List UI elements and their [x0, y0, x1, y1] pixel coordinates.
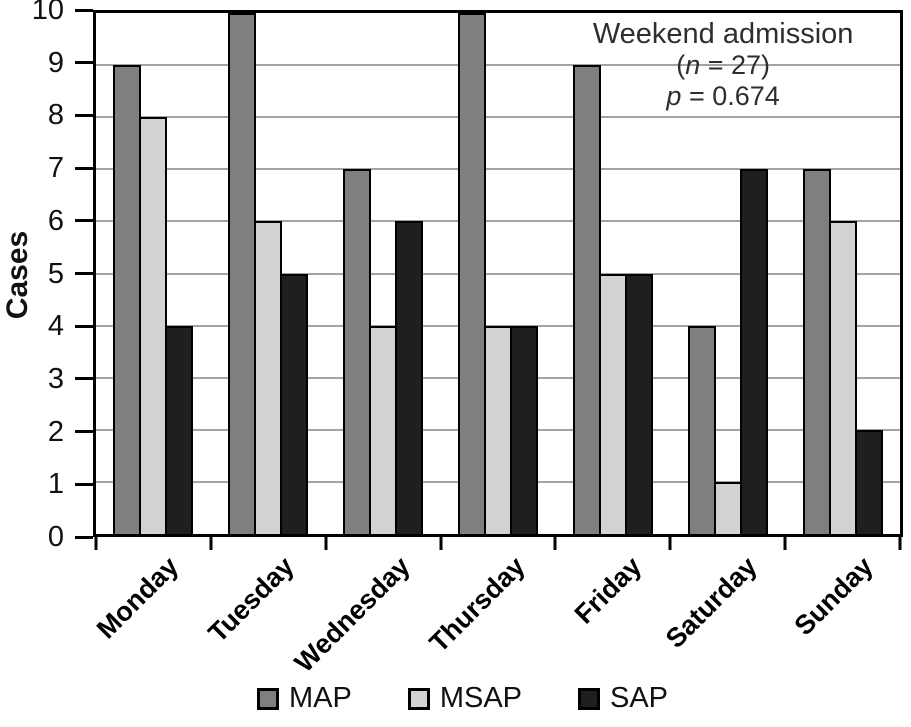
x-label-thursday: Thursday — [424, 551, 532, 659]
x-label-sunday: Sunday — [788, 551, 879, 642]
legend-swatch-map — [256, 687, 279, 710]
gridline — [96, 168, 900, 171]
y-tick-mark — [75, 166, 93, 170]
y-tick-mark — [75, 535, 93, 539]
bar-sap-tuesday — [280, 273, 309, 534]
legend-swatch-msap — [407, 687, 430, 710]
y-tick-label: 1 — [47, 468, 64, 501]
italic-p: p — [666, 80, 682, 111]
x-tick-mark — [439, 534, 443, 550]
plot-area: Weekend admission (n = 27) p = 0.674 — [93, 10, 903, 550]
bar-msap-wednesday — [369, 325, 398, 534]
gridline — [96, 220, 900, 223]
gridline — [96, 64, 900, 67]
gridline — [96, 116, 900, 119]
legend: MAP MSAP SAP — [0, 682, 911, 715]
bar-sap-thursday — [510, 325, 538, 534]
x-label-saturday: Saturday — [659, 551, 763, 654]
legend-label-sap: SAP — [610, 682, 669, 714]
bar-group-sunday — [785, 13, 900, 534]
y-tick-label: 5 — [47, 257, 64, 290]
bar-map-sunday — [802, 169, 831, 534]
bar-group-wednesday — [326, 13, 441, 534]
x-label-wednesday: Wednesday — [288, 551, 416, 678]
annotation-line-3: p = 0.674 — [666, 80, 780, 111]
y-tick-label: 9 — [47, 46, 64, 79]
gridline — [96, 272, 900, 275]
legend-item-sap: SAP — [578, 682, 668, 715]
y-tick-label: 7 — [47, 152, 64, 185]
bar-group-thursday — [441, 13, 556, 534]
y-tick-label: 4 — [47, 310, 64, 343]
bar-sap-wednesday — [395, 221, 424, 534]
y-tick-label: 10 — [31, 0, 64, 26]
y-tick-label: 2 — [47, 415, 64, 448]
bar-msap-monday — [139, 117, 168, 534]
x-tick-mark — [668, 534, 672, 550]
bar-msap-thursday — [484, 325, 512, 534]
x-label-monday: Monday — [90, 551, 185, 645]
y-tick-label: 6 — [47, 204, 64, 237]
y-tick-mark — [75, 272, 93, 275]
x-tick-mark — [898, 534, 902, 550]
y-tick-label: 3 — [47, 362, 64, 395]
bar-sap-saturday — [739, 169, 768, 534]
legend-item-msap: MSAP — [407, 682, 522, 715]
bar-sap-monday — [165, 325, 194, 534]
bar-group-saturday — [670, 13, 785, 534]
legend-label-map: MAP — [288, 682, 352, 714]
y-tick-mark — [75, 8, 93, 12]
bar-group-friday — [555, 13, 670, 534]
bar-msap-tuesday — [254, 221, 283, 534]
bar-msap-friday — [598, 273, 627, 534]
bar-groups — [96, 13, 900, 534]
bar-msap-sunday — [828, 221, 857, 534]
x-tick-mark — [324, 534, 328, 550]
y-axis-tick-labels: 0 1 2 3 4 5 6 7 8 9 10 — [0, 0, 64, 553]
bar-msap-saturday — [713, 481, 742, 534]
annotation-line-2: (n = 27) — [676, 50, 771, 81]
x-label-friday: Friday — [568, 551, 647, 630]
annotation: Weekend admission (n = 27) p = 0.674 — [554, 18, 892, 111]
bar-map-thursday — [458, 13, 486, 534]
y-tick-mark — [75, 324, 93, 328]
y-tick-mark — [75, 482, 93, 486]
x-tick-mark — [553, 534, 557, 550]
x-tick-mark — [94, 534, 98, 550]
x-axis-category-labels: Monday Tuesday Wednesday Thursday Friday Satu… — [90, 537, 903, 678]
y-tick-label: 8 — [47, 99, 64, 132]
annotation-line-1: Weekend admission — [592, 18, 854, 50]
y-axis-tick-marks — [75, 8, 93, 539]
legend-label-msap: MSAP — [439, 682, 522, 714]
bar-map-saturday — [687, 325, 716, 534]
y-tick-mark — [75, 113, 93, 117]
italic-n: n — [685, 50, 701, 81]
y-tick-mark — [75, 219, 93, 223]
bar-sap-friday — [624, 273, 653, 534]
x-label-tuesday: Tuesday — [202, 551, 300, 649]
bar-map-friday — [572, 65, 601, 534]
legend-item-map: MAP — [256, 682, 352, 715]
y-tick-label: 0 — [47, 521, 64, 553]
x-tick-mark — [783, 534, 787, 550]
y-tick-mark — [75, 430, 93, 434]
bar-map-monday — [113, 65, 142, 534]
bar-map-tuesday — [228, 13, 257, 534]
y-tick-mark — [75, 377, 93, 381]
bar-group-tuesday — [211, 13, 326, 534]
x-tick-mark — [209, 534, 213, 550]
legend-swatch-sap — [578, 687, 600, 710]
bar-sap-sunday — [854, 429, 883, 534]
bar-map-wednesday — [343, 169, 372, 534]
bar-group-monday — [96, 13, 211, 534]
y-tick-mark — [75, 61, 93, 65]
